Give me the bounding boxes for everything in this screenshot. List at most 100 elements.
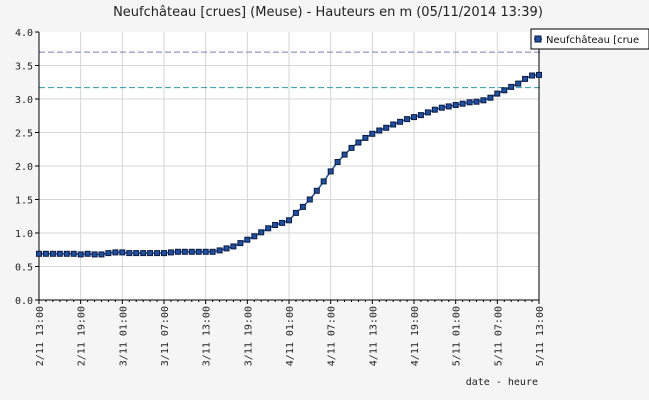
data-point [445, 103, 452, 110]
data-point [313, 187, 320, 194]
x-tick-label: 5/11 13:00 [535, 306, 546, 366]
data-point [209, 248, 216, 255]
data-point [459, 100, 466, 107]
data-point [195, 248, 202, 255]
data-point [494, 90, 501, 97]
y-tick-label: 3.5 [15, 62, 33, 73]
data-point [515, 80, 522, 87]
x-tick-label: 4/11 01:00 [285, 306, 296, 366]
data-point [105, 250, 112, 257]
y-tick-label: 1.5 [15, 196, 33, 207]
legend-box [530, 28, 649, 50]
data-point [161, 250, 167, 257]
x-tick-label: 2/11 13:00 [35, 306, 46, 366]
data-point [49, 250, 56, 257]
y-tick-labels: 0.0 0.5 1.0 1.5 2.0 2.5 3.0 3.5 4.0 [15, 28, 39, 307]
data-point [36, 250, 42, 257]
y-tick-label: 2.0 [15, 162, 33, 173]
data-point [417, 112, 424, 119]
data-point [306, 196, 313, 203]
legend-marker [534, 35, 542, 43]
data-point [251, 233, 258, 240]
data-point [56, 250, 63, 257]
data-point [77, 251, 84, 258]
data-point [286, 217, 292, 224]
data-point [327, 168, 334, 175]
data-point [98, 251, 105, 258]
chart-title: Neufchâteau [crues] (Meuse) - Hauteurs e… [113, 5, 543, 20]
x-tick-label: 4/11 19:00 [410, 306, 421, 366]
data-point [320, 178, 327, 185]
data-point [390, 121, 397, 128]
data-point [84, 250, 91, 257]
x-tick-label: 4/11 13:00 [368, 306, 379, 366]
legend-label: Neufchâteau [crue [546, 34, 639, 46]
x-tick-label: 5/11 07:00 [493, 306, 504, 366]
x-tick-label: 2/11 19:00 [77, 306, 88, 366]
data-point [174, 248, 181, 255]
data-point [244, 236, 251, 243]
data-point [112, 249, 119, 256]
data-point [91, 251, 98, 258]
data-point [42, 250, 49, 257]
data-point [230, 243, 237, 250]
data-point [376, 127, 383, 134]
data-point [237, 240, 244, 247]
data-point [147, 250, 154, 257]
data-point [362, 134, 369, 141]
data-point [133, 250, 140, 257]
data-point [70, 250, 77, 257]
data-point [424, 109, 431, 116]
threshold-lines [39, 51, 541, 89]
data-point [438, 104, 445, 111]
data-point [452, 102, 459, 108]
data-point [536, 71, 542, 78]
y-tick-label: 0.5 [15, 263, 33, 274]
data-point [126, 250, 133, 257]
x-tick-label: 3/11 01:00 [118, 306, 129, 366]
data-point [265, 225, 272, 232]
x-tick-label: 3/11 13:00 [202, 306, 213, 366]
data-point [355, 139, 362, 146]
data-point [487, 94, 494, 101]
data-point [279, 219, 286, 226]
data-point [480, 97, 487, 104]
x-tick-label: 5/11 01:00 [452, 306, 463, 366]
data-point [202, 248, 209, 255]
data-point [348, 144, 355, 151]
data-point [119, 249, 126, 256]
data-point [522, 75, 529, 82]
grid-lines [39, 32, 539, 300]
data-point [299, 203, 306, 210]
data-point [369, 130, 376, 137]
data-point [383, 124, 390, 131]
data-point [167, 249, 174, 256]
y-tick-label: 4.0 [15, 28, 33, 39]
y-tick-label: 0.0 [15, 296, 33, 307]
data-point [188, 248, 195, 255]
data-point [63, 250, 70, 257]
legend: Neufchâteau [crue [530, 28, 649, 50]
data-point [272, 222, 279, 228]
y-tick-label: 1.0 [15, 229, 33, 240]
data-point [466, 99, 473, 106]
y-tick-label: 2.5 [15, 129, 33, 140]
data-point [411, 114, 417, 121]
data-point [140, 250, 147, 257]
data-point [258, 229, 265, 236]
data-point [292, 209, 299, 216]
data-point [431, 106, 438, 113]
data-point [404, 116, 411, 123]
x-tick-labels: 2/11 13:00 2/11 19:00 3/11 01:00 3/11 07:00… [35, 300, 546, 366]
data-point [473, 98, 480, 105]
data-point [501, 87, 508, 94]
data-point [181, 248, 188, 255]
y-tick-label: 3.0 [15, 95, 33, 106]
x-tick-label: 3/11 19:00 [243, 306, 254, 366]
x-tick-label: 4/11 07:00 [327, 306, 338, 366]
data-point [334, 159, 341, 165]
data-point [154, 250, 161, 257]
data-series [36, 71, 542, 258]
data-point [397, 118, 404, 125]
